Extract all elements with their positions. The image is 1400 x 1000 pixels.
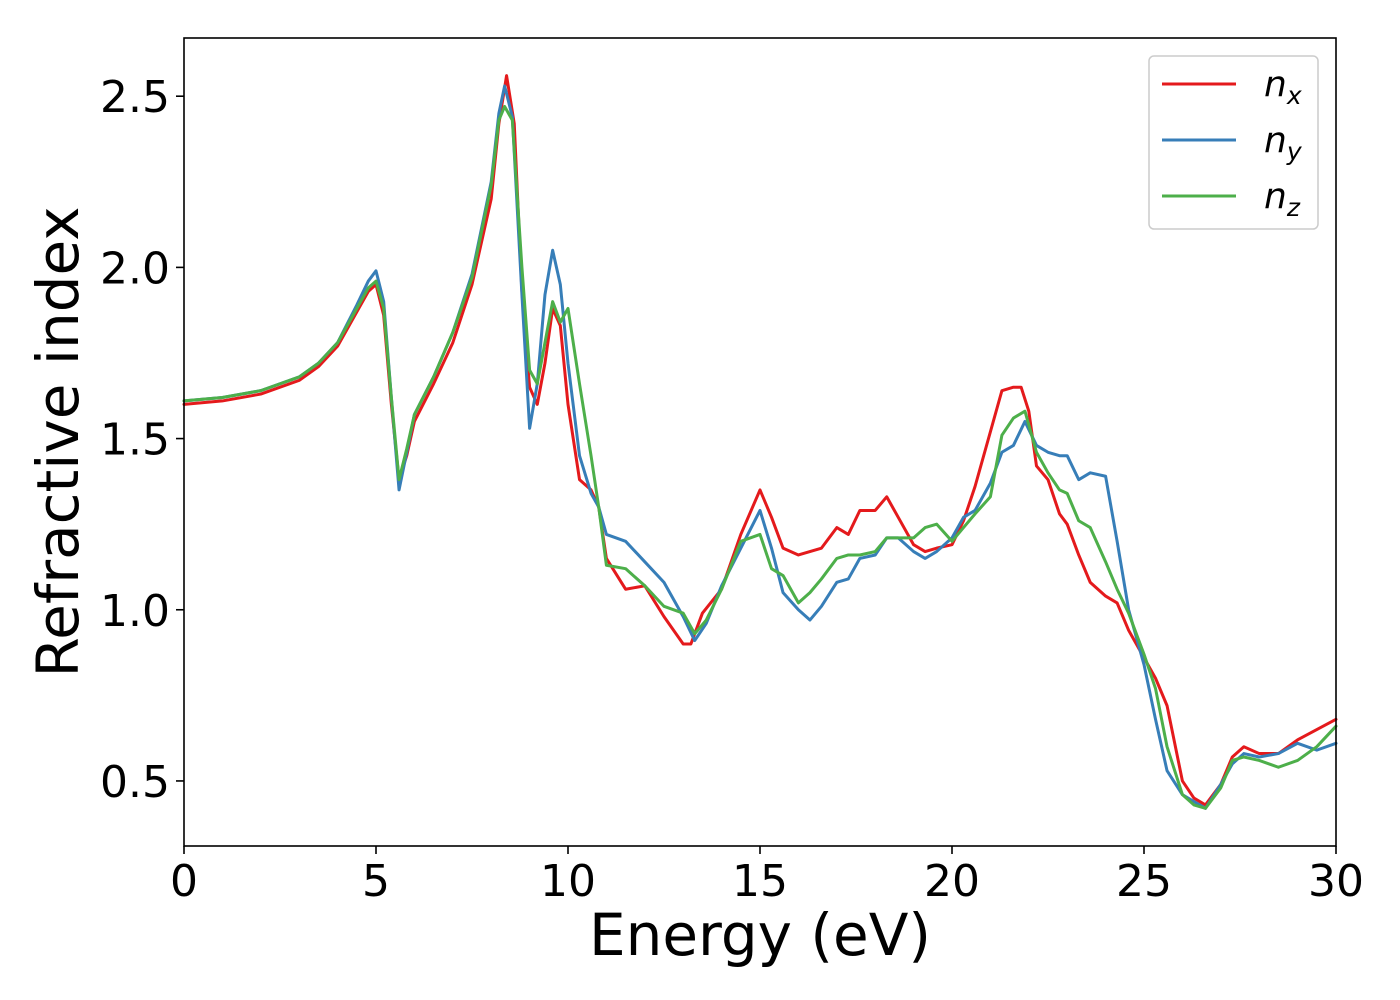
x-axis-title: Energy (eV) (589, 901, 931, 969)
legend: nx ny nz (1148, 55, 1319, 230)
x-tick-label: 25 (1116, 856, 1172, 907)
legend-label-nz: nz (1264, 176, 1301, 222)
x-tick-label: 5 (362, 856, 390, 907)
y-tick-label: 1.5 (100, 415, 170, 466)
x-tick-label: 15 (732, 856, 788, 907)
x-tick-label: 0 (170, 856, 198, 907)
legend-label-nx: nx (1264, 64, 1302, 110)
x-tick-label: 10 (540, 856, 596, 907)
legend-box (1148, 55, 1319, 230)
legend-label-ny: ny (1264, 120, 1303, 166)
y-tick-label: 2.0 (100, 243, 170, 294)
x-tick-label: 20 (924, 856, 980, 907)
series-line-nz (182, 104, 1338, 810)
x-tick-label: 30 (1308, 856, 1364, 907)
y-tick-label: 1.0 (100, 586, 170, 637)
series-layer (182, 74, 1338, 810)
y-axis-ticks: 0.5 1.0 1.5 2.0 2.5 (100, 72, 184, 808)
y-axis-title: Refractive index (24, 206, 92, 677)
series-line-nx (182, 74, 1338, 807)
x-axis-ticks: 0 5 10 15 20 25 30 (170, 846, 1364, 907)
y-tick-label: 0.5 (100, 757, 170, 808)
plot-background (184, 38, 1336, 846)
y-tick-label: 2.5 (100, 72, 170, 123)
